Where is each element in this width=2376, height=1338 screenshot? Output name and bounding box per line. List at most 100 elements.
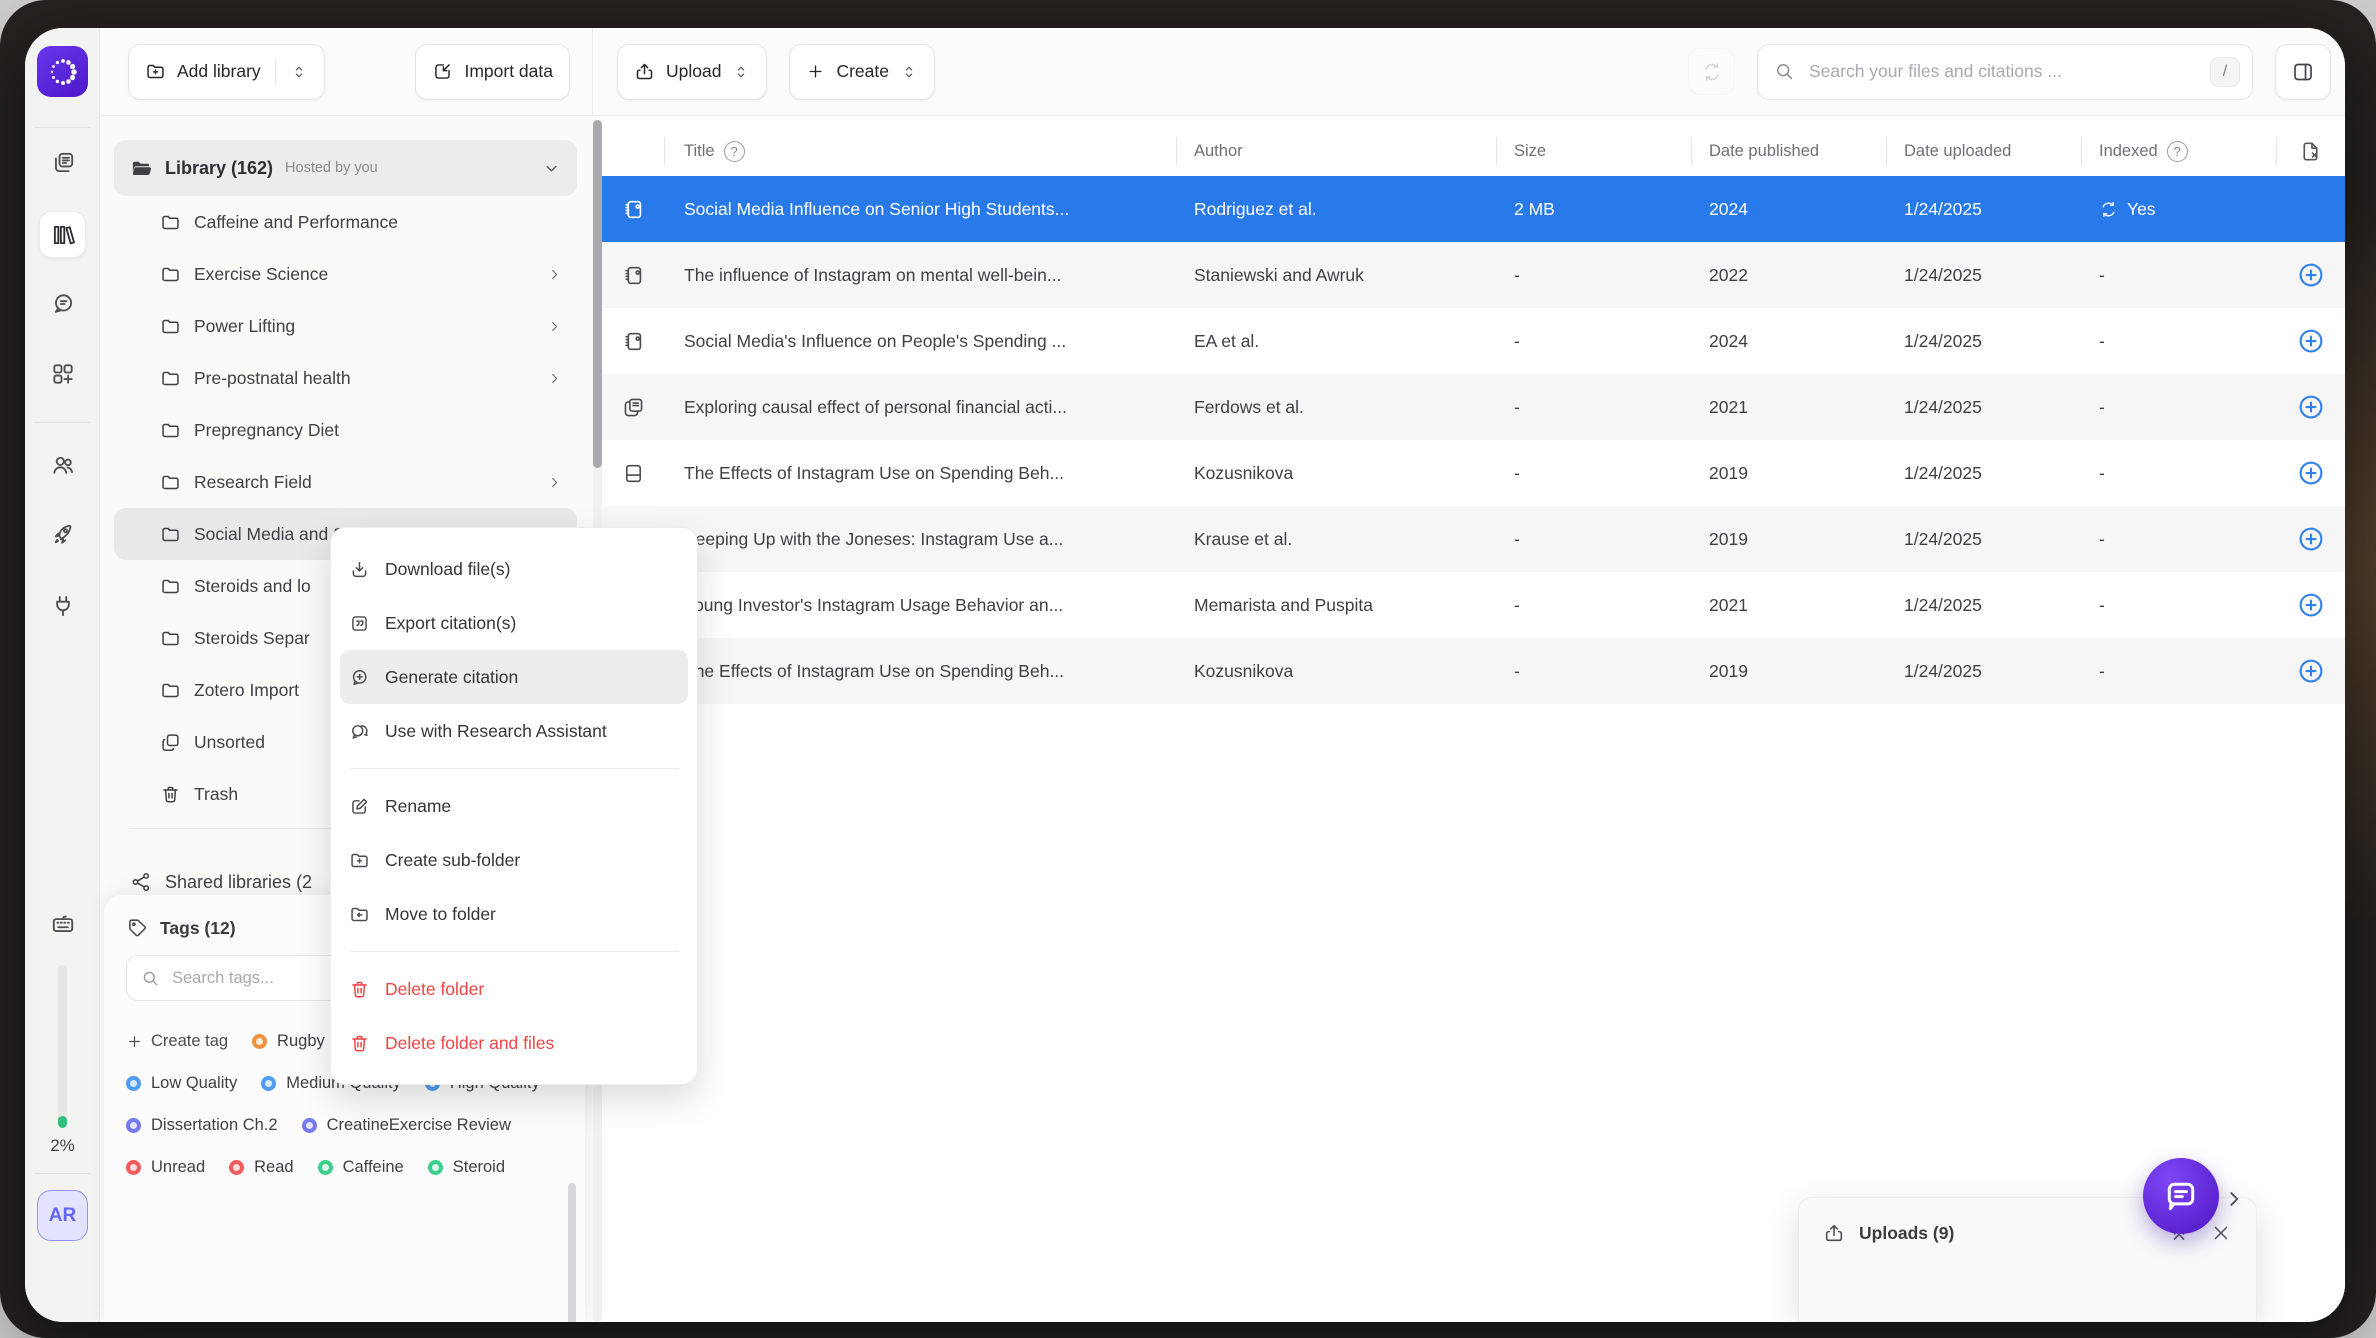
menu-item-delete-folder-and-files[interactable]: Delete folder and files (331, 1016, 697, 1070)
sync-button[interactable] (1688, 48, 1735, 95)
column-header-title[interactable]: Title? (664, 126, 1176, 176)
tag-read[interactable]: Read (229, 1153, 294, 1182)
tags-header[interactable]: Tags (12) (126, 917, 559, 939)
sidebar-folder-steroids-separ[interactable]: Steroids Separ (114, 612, 577, 664)
tag-dissertation-ch2[interactable]: Dissertation Ch.2 (126, 1111, 278, 1140)
sidebar-item-shared-libraries[interactable]: Shared libraries (2 (114, 856, 577, 908)
chevron-down-icon[interactable] (542, 159, 561, 178)
sidebar-folder-caffeine-and-performance[interactable]: Caffeine and Performance (114, 196, 577, 248)
chevron-right-icon[interactable] (546, 318, 563, 335)
chevron-updown-icon[interactable] (732, 63, 750, 81)
menu-item-generate-citation[interactable]: Generate citation (340, 650, 688, 704)
add-library-button[interactable]: Add library (128, 43, 325, 100)
uploads-header[interactable]: Uploads (9) (1799, 1198, 2256, 1268)
table-row[interactable]: Exploring causal effect of personal fina… (602, 374, 2345, 440)
cell-size: - (1514, 594, 1520, 615)
library-header-suffix: Hosted by you (285, 160, 378, 176)
menu-item-delete-folder[interactable]: Delete folder (331, 962, 697, 1016)
upload-button[interactable]: Upload (617, 43, 768, 100)
sidebar-folder-power-lifting[interactable]: Power Lifting (114, 300, 577, 352)
chevron-updown-icon[interactable] (900, 63, 918, 81)
search-input[interactable] (1807, 60, 2198, 83)
chevron-right-icon[interactable] (2221, 1186, 2247, 1212)
column-header-date-published[interactable]: Date published (1691, 126, 1886, 176)
rail-people-button[interactable] (39, 441, 86, 488)
table-row[interactable]: Keeping Up with the Joneses: Instagram U… (602, 506, 2345, 572)
tag-low-quality[interactable]: Low Quality (126, 1069, 237, 1098)
column-header-indexed[interactable]: Indexed? (2081, 126, 2276, 176)
sidebar-folder-pre-postnatal-health[interactable]: Pre-postnatal health (114, 352, 577, 404)
menu-item-create-sub-folder[interactable]: Create sub-folder (331, 833, 697, 887)
column-header-actions[interactable] (2276, 126, 2345, 176)
tag-rugby[interactable]: Rugby (252, 1027, 325, 1056)
sidebar-folder-steroids-and-lo[interactable]: Steroids and lo (114, 560, 577, 612)
chevron-right-icon[interactable] (546, 474, 563, 491)
add-citation-button[interactable] (2296, 326, 2326, 356)
menu-item-download-files[interactable]: Download file(s) (331, 542, 697, 596)
table-row[interactable]: The influence of Instagram on mental wel… (602, 242, 2345, 308)
library-header[interactable]: Library (162) Hosted by you (114, 140, 577, 196)
cell-date-uploaded: 1/24/2025 (1904, 198, 1982, 219)
help-icon[interactable]: ? (2166, 140, 2188, 162)
rail-apps-button[interactable] (39, 350, 86, 397)
menu-item-rename[interactable]: Rename (331, 779, 697, 833)
table-row[interactable]: Young Investor's Instagram Usage Behavio… (602, 572, 2345, 638)
create-button[interactable]: Create (789, 43, 935, 100)
tag-color-dot (126, 1076, 141, 1091)
sidebar-item-unsorted[interactable]: Unsorted (114, 716, 577, 768)
column-header-date-uploaded[interactable]: Date uploaded (1886, 126, 2081, 176)
rail-shortcuts-button[interactable] (39, 900, 86, 947)
tag-steroid[interactable]: Steroid (427, 1153, 505, 1182)
add-citation-button[interactable] (2296, 260, 2326, 290)
menu-item-move-to-folder[interactable]: Move to folder (331, 887, 697, 941)
tag-unread[interactable]: Unread (126, 1153, 205, 1182)
import-data-button[interactable]: Import data (415, 43, 570, 100)
cell-size: - (1514, 264, 1520, 285)
table-row[interactable]: Social Media Influence on Senior High St… (602, 176, 2345, 242)
journal-icon (622, 264, 645, 287)
menu-item-export-citations[interactable]: Export citation(s) (331, 596, 697, 650)
button-divider (274, 58, 276, 85)
add-citation-button[interactable] (2296, 392, 2326, 422)
create-tag-button[interactable]: Create tag (126, 1027, 228, 1056)
add-citation-button[interactable] (2296, 458, 2326, 488)
column-header-author[interactable]: Author (1176, 126, 1496, 176)
menu-item-use-with-research-assistant[interactable]: Use with Research Assistant (331, 704, 697, 758)
sidebar-folder-prepregnancy-diet[interactable]: Prepregnancy Diet (114, 404, 577, 456)
trash-icon (349, 979, 370, 1000)
add-citation-button[interactable] (2296, 524, 2326, 554)
help-icon[interactable]: ? (723, 140, 745, 162)
storage-usage-meter[interactable] (58, 965, 67, 1128)
column-header-size[interactable]: Size (1496, 126, 1691, 176)
tag-color-dot (229, 1160, 245, 1175)
rail-notes-button[interactable] (39, 139, 86, 186)
tags-scrollbar-thumb[interactable] (568, 1183, 576, 1322)
table-row[interactable]: The Effects of Instagram Use on Spending… (602, 440, 2345, 506)
file-x-icon[interactable] (2299, 140, 2322, 163)
table-row[interactable]: The Effects of Instagram Use on Spending… (602, 638, 2345, 704)
sidebar-folder-research-field[interactable]: Research Field (114, 456, 577, 508)
sidebar-scrollbar-thumb[interactable] (593, 120, 602, 468)
close-icon[interactable] (2210, 1222, 2232, 1244)
rail-rocket-button[interactable] (39, 510, 86, 557)
chevron-right-icon[interactable] (546, 370, 563, 387)
avatar[interactable]: AR (37, 1190, 88, 1241)
table-row[interactable]: Social Media's Influence on People's Spe… (602, 308, 2345, 374)
rail-library-button[interactable] (39, 211, 86, 258)
chevron-right-icon[interactable] (546, 266, 563, 283)
chevron-updown-icon[interactable] (290, 63, 308, 81)
sidebar-folder-zotero-import[interactable]: Zotero Import (114, 664, 577, 716)
right-panel-toggle-button[interactable] (2275, 43, 2331, 100)
folder-icon (160, 472, 181, 493)
sidebar-item-trash[interactable]: Trash (114, 768, 577, 820)
app-logo[interactable] (37, 46, 88, 97)
add-citation-button[interactable] (2296, 656, 2326, 686)
rail-integrations-button[interactable] (39, 582, 86, 629)
add-citation-button[interactable] (2296, 590, 2326, 620)
tag-creatineexercise-review[interactable]: CreatineExercise Review (301, 1111, 511, 1140)
rail-chat-button[interactable] (39, 280, 86, 327)
chat-assistant-fab[interactable] (2143, 1158, 2219, 1234)
tag-caffeine[interactable]: Caffeine (317, 1153, 404, 1182)
sidebar-folder-exercise-science[interactable]: Exercise Science (114, 248, 577, 300)
